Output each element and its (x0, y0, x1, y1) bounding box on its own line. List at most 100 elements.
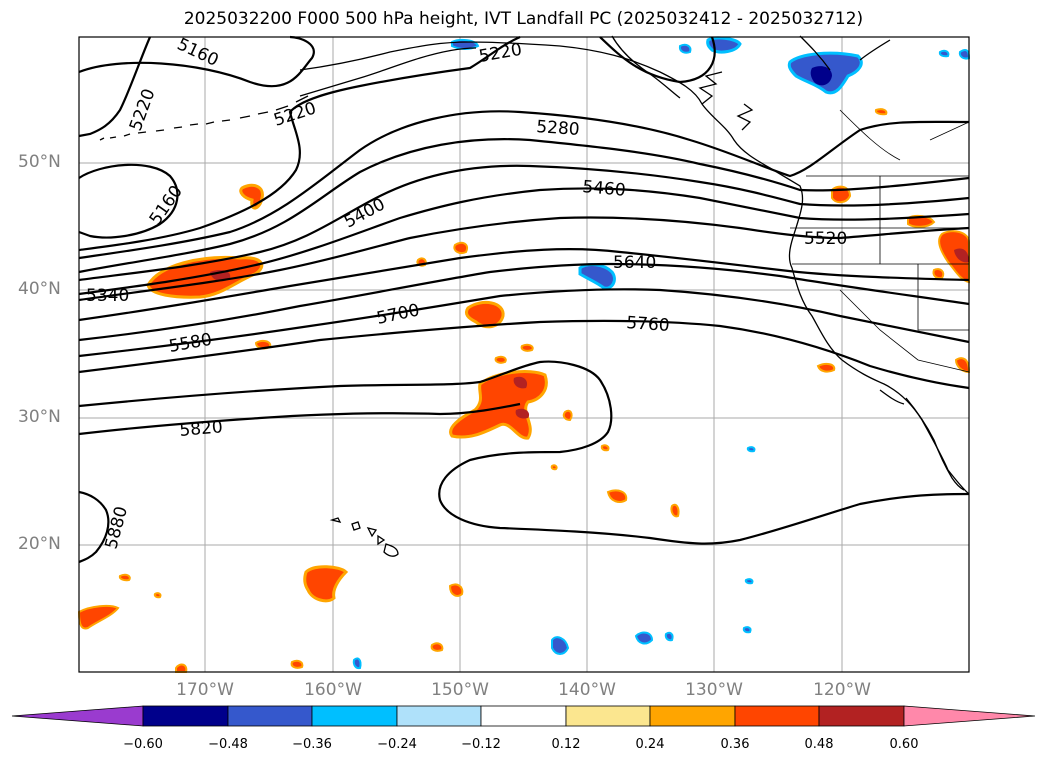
alaska-coast (299, 47, 477, 97)
ivt-negative-blob (744, 578, 754, 585)
ivt-negative-blob (352, 657, 362, 670)
contour-5520 (78, 216, 970, 302)
state-lines (839, 109, 970, 161)
ivt-positive-blob (816, 362, 836, 373)
contour-label: 5760 (626, 313, 671, 336)
contour-5820 (78, 360, 970, 545)
ivt-negative-blob (551, 636, 570, 655)
ivt-positive-blob (938, 230, 970, 284)
ivt-negative-blob (706, 36, 742, 54)
contour-5280 (78, 110, 970, 260)
ivt-positive-blob (606, 489, 628, 503)
contour-5880 (78, 490, 110, 564)
colorbar-tick: 0.60 (889, 737, 919, 752)
north-america-coast (299, 41, 970, 495)
contour-label: 5520 (804, 229, 847, 249)
ivt-positive-blob (670, 503, 680, 518)
ivt-positive-blob (464, 300, 505, 329)
lon-label: 140°W (558, 680, 616, 700)
ivt-negative-blob (810, 66, 832, 86)
lon-label: 170°W (176, 680, 234, 700)
canada-coast (799, 35, 891, 71)
contour-label: 5820 (179, 417, 224, 441)
baja-coast (879, 389, 905, 405)
ivt-positive-blob (562, 409, 573, 422)
contour-label: 5460 (582, 177, 627, 201)
contour-5460 (78, 187, 970, 296)
ivt-positive-blob (77, 604, 120, 630)
ivt-positive-blob (494, 355, 507, 364)
colorbar-tick: 0.36 (720, 737, 750, 752)
ivt-positive-blob (448, 583, 464, 597)
colorbar-tick: −0.36 (292, 737, 332, 752)
colorbar-tick: −0.12 (461, 737, 501, 752)
colorbar-bin (396, 705, 482, 727)
ivt-positive-blob (513, 376, 528, 389)
lat-label: 40°N (18, 279, 61, 299)
aleutians (99, 95, 309, 141)
lon-label: 160°W (304, 680, 362, 700)
lat-label: 30°N (18, 407, 61, 427)
lon-label: 150°W (431, 680, 489, 700)
colorbar-tick: −0.60 (123, 737, 163, 752)
lon-label: 120°W (813, 680, 871, 700)
contour-5220-west (78, 36, 152, 138)
ivt-negative-blob (678, 43, 692, 54)
lon-label: 130°W (685, 680, 743, 700)
ivt-positive-blob (303, 565, 349, 603)
contour-5580 (78, 248, 970, 322)
north-america-coast (736, 103, 754, 131)
colorbar-bin (649, 705, 736, 727)
contour-label: 5340 (86, 286, 129, 306)
contour-5220-ring (599, 36, 716, 84)
ivt-positive-blob (118, 573, 131, 582)
ivt-positive-blob (907, 214, 936, 228)
lat-label: 20°N (18, 534, 61, 554)
ivt-negative-blob (742, 626, 752, 634)
contour-label: 5640 (613, 253, 656, 273)
baja-coast (905, 397, 965, 491)
ivt-positive-blob (550, 464, 558, 471)
colorbar-bin (142, 705, 229, 727)
ivt-positive-blob (520, 343, 534, 352)
colorbar (11, 705, 1036, 727)
ivt-positive-blob (430, 642, 444, 652)
colorbar-bin (311, 705, 398, 727)
colorbar-extend-low (11, 705, 144, 727)
contour-5820-west (78, 402, 521, 436)
plot-area (79, 37, 969, 672)
contour-label: 5280 (536, 117, 581, 140)
contour-5160-west (78, 163, 179, 239)
hawaii (329, 517, 399, 557)
colorbar-bin (734, 705, 820, 727)
colorbar-tick: −0.48 (208, 737, 248, 752)
ivt-positive-blob (515, 408, 530, 419)
colorbar-bin (565, 705, 651, 727)
ivt-positive-blob (453, 241, 468, 255)
ivt-negative-blob (938, 49, 950, 58)
colorbar-bin (227, 705, 313, 727)
ivt-positive-blob (290, 659, 304, 669)
contour-5760 (78, 319, 970, 390)
ivt-positive-blob (874, 108, 888, 116)
ivt-positive-blob (954, 248, 969, 263)
ivt-positive-blob (153, 592, 162, 599)
map-title: 2025032200 F000 500 hPa height, IVT Land… (183, 9, 864, 29)
plot-border (78, 36, 970, 673)
ivt-negative-blob (958, 49, 971, 60)
lat-label: 50°N (18, 152, 61, 172)
contour-5340 (78, 138, 970, 274)
ivt-shading (77, 36, 971, 673)
colorbar-extend-high (903, 705, 1036, 727)
colorbar-bin (480, 705, 567, 727)
colorbar-tick: 0.24 (635, 737, 665, 752)
colorbar-tick: 0.48 (804, 737, 834, 752)
colorbar-bin (818, 705, 905, 727)
colorbar-tick: −0.24 (377, 737, 417, 752)
height-contours (78, 35, 970, 564)
contour-5700 (78, 288, 970, 358)
coastlines (99, 35, 970, 557)
contour-5220-mid (78, 35, 521, 252)
ivt-negative-blob (664, 631, 674, 642)
